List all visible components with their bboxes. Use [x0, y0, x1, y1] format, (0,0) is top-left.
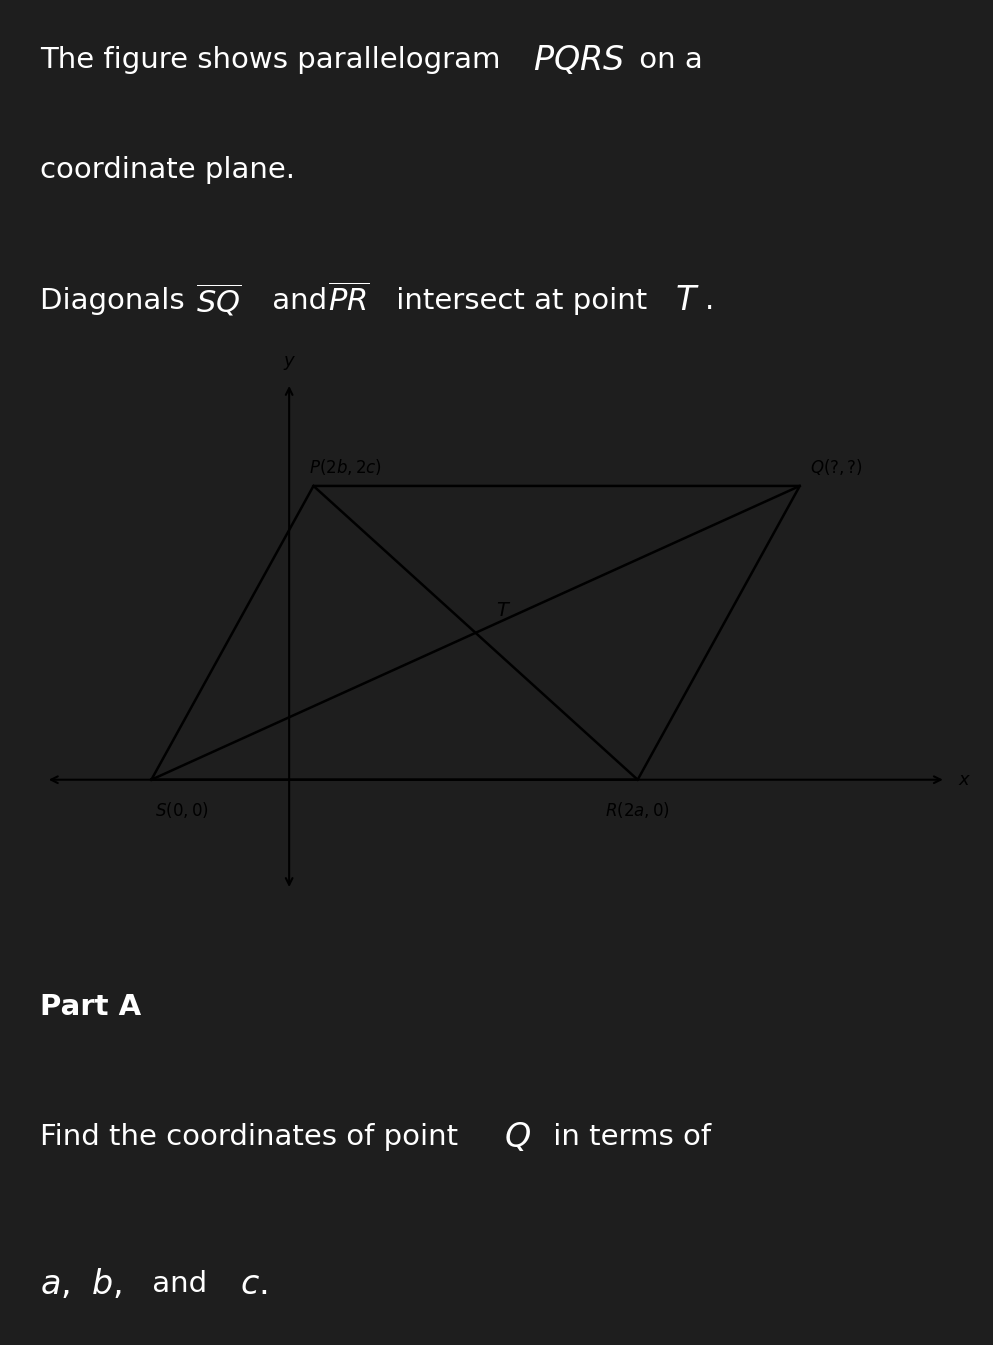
- Text: $S(0, 0)$: $S(0, 0)$: [156, 800, 210, 820]
- Text: on a: on a: [630, 46, 702, 74]
- Text: $\overline{SQ}$: $\overline{SQ}$: [196, 282, 241, 319]
- Text: $\overline{PR}$: $\overline{PR}$: [328, 284, 369, 317]
- Text: $\mathit{PQRS}$: $\mathit{PQRS}$: [533, 43, 625, 77]
- Text: and: and: [263, 286, 337, 315]
- Text: $Q(?, ?)$: $Q(?, ?)$: [809, 457, 862, 477]
- Text: $\mathit{T}$: $\mathit{T}$: [675, 284, 700, 317]
- Text: $\mathit{a,}$: $\mathit{a,}$: [40, 1268, 70, 1301]
- Text: Diagonals: Diagonals: [40, 286, 194, 315]
- Text: $\mathit{b,}$: $\mathit{b,}$: [91, 1267, 122, 1302]
- Text: Find the coordinates of point: Find the coordinates of point: [40, 1123, 467, 1151]
- Text: in terms of: in terms of: [544, 1123, 711, 1151]
- Text: $R(2a, 0)$: $R(2a, 0)$: [605, 800, 670, 820]
- Text: $y$: $y$: [282, 354, 296, 373]
- Text: The figure shows parallelogram: The figure shows parallelogram: [40, 46, 509, 74]
- Text: $T$: $T$: [496, 601, 511, 620]
- Text: intersect at point: intersect at point: [387, 286, 656, 315]
- Text: Part A: Part A: [40, 993, 141, 1021]
- Text: .: .: [705, 286, 714, 315]
- Text: $\mathit{c.}$: $\mathit{c.}$: [240, 1268, 268, 1301]
- Text: and: and: [143, 1271, 225, 1298]
- Text: $\mathit{Q}$: $\mathit{Q}$: [504, 1120, 531, 1154]
- Text: $x$: $x$: [958, 771, 971, 788]
- Text: $P(2b, 2c)$: $P(2b, 2c)$: [310, 457, 382, 477]
- Text: coordinate plane.: coordinate plane.: [40, 156, 295, 184]
